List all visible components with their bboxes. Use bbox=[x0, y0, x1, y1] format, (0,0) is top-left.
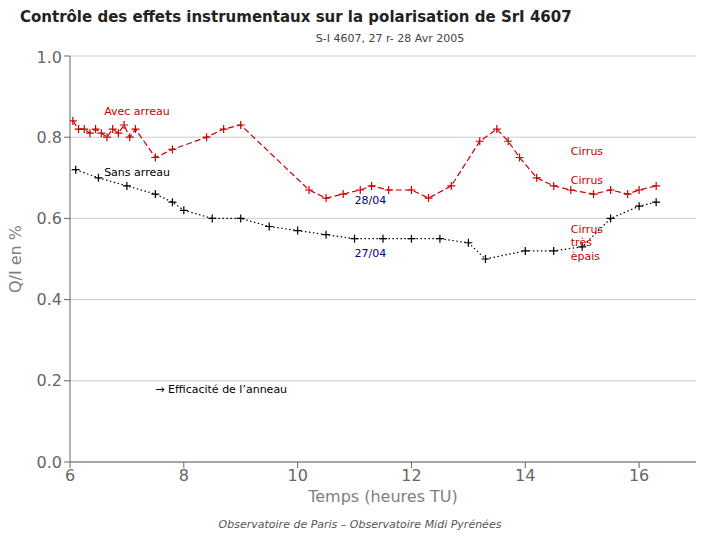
html-text:Contrôle des effets instrument: Contrôle des effets instrumentaux sur la… bbox=[20, 8, 572, 26]
svg-text:Sans arreau: Sans arreau bbox=[104, 166, 170, 179]
svg-text:Avec arreau: Avec arreau bbox=[104, 105, 170, 118]
svg-text:8: 8 bbox=[179, 466, 189, 485]
svg-text:14: 14 bbox=[515, 466, 535, 485]
svg-text:0.0: 0.0 bbox=[37, 453, 62, 472]
svg-text:Temps (heures TU): Temps (heures TU) bbox=[307, 487, 458, 506]
svg-text:10: 10 bbox=[287, 466, 307, 485]
html-text:Observatoire de Paris – Observ: Observatoire de Paris – Observatoire Mid… bbox=[218, 518, 502, 531]
svg-text:Cirrus: Cirrus bbox=[571, 145, 604, 158]
svg-text:Q/I en %: Q/I en % bbox=[8, 225, 25, 293]
svg-text:1.0: 1.0 bbox=[37, 48, 62, 67]
svg-text:16: 16 bbox=[629, 466, 649, 485]
svg-text:0.2: 0.2 bbox=[37, 371, 62, 390]
svg-text:Cirrustrèsèpais: Cirrustrèsèpais bbox=[571, 223, 604, 263]
svg-text:12: 12 bbox=[401, 466, 421, 485]
svg-text:→ Efficacité de l’anneau: → Efficacité de l’anneau bbox=[155, 383, 287, 396]
svg-text:28/04: 28/04 bbox=[355, 194, 387, 207]
svg-text:27/04: 27/04 bbox=[355, 247, 387, 260]
svg-text:0.8: 0.8 bbox=[37, 128, 62, 147]
html-text:S-I 4607, 27 r- 28 Avr 2005: S-I 4607, 27 r- 28 Avr 2005 bbox=[315, 32, 465, 45]
svg-text:0.4: 0.4 bbox=[37, 290, 62, 309]
svg-text:6: 6 bbox=[65, 466, 75, 485]
svg-text:0.6: 0.6 bbox=[37, 209, 62, 228]
svg-text:Cirrus: Cirrus bbox=[571, 174, 604, 187]
